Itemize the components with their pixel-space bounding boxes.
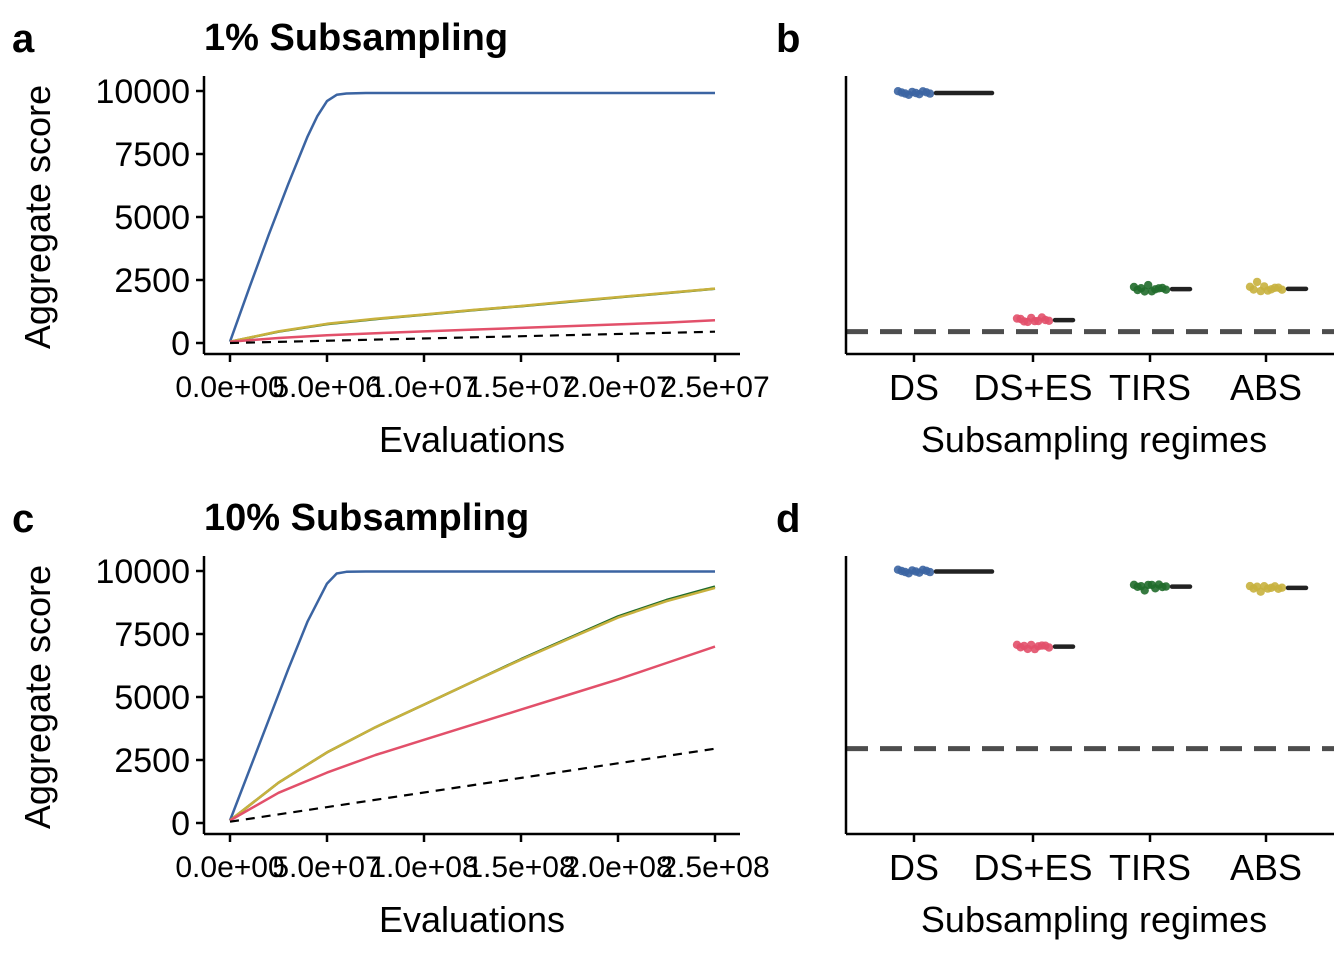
panel-b-point-TIRS xyxy=(1144,280,1153,290)
panel-a-x-tick-label: 2.0e+07 xyxy=(563,371,672,404)
panel-a-x-tick-label: 5.0e+06 xyxy=(272,371,381,404)
panel-a-series-line-2 xyxy=(229,287,716,343)
panel-b-point-DS xyxy=(925,89,935,98)
panel-a-x-tick-label: 1.0e+07 xyxy=(369,371,478,404)
panel-c-y-axis-title: Aggregate score xyxy=(17,565,58,829)
panel-a-y-tick-label: 2500 xyxy=(114,262,190,300)
panel-d-category-label: TIRS xyxy=(1109,847,1191,888)
panel-d-point-DS xyxy=(925,567,935,577)
panel-letter-c: c xyxy=(12,497,34,541)
panel-a-y-tick-label: 5000 xyxy=(114,199,190,237)
panel-a-series-line-4 xyxy=(229,330,716,345)
panel-b-category-label: ABS xyxy=(1230,367,1302,408)
panel-a-x-tick-label: 0.0e+00 xyxy=(175,371,284,404)
panel-letter-d: d xyxy=(776,497,800,541)
panel-a-y-tick-label: 7500 xyxy=(114,136,190,174)
panel-c-title: 10% Subsampling xyxy=(204,497,529,539)
panel-b-point-ABS xyxy=(1277,285,1287,294)
panel-letter-b: b xyxy=(776,17,800,61)
panel-b-point-ABS xyxy=(1252,277,1262,287)
panel-d-point-ABS xyxy=(1277,583,1287,592)
panel-b-point-TIRS xyxy=(1161,285,1171,294)
panel-c-series-line-3 xyxy=(229,645,716,822)
panel-a-y-tick-label: 10000 xyxy=(95,73,190,111)
panel-d-category-label: DS xyxy=(889,847,939,888)
panel-a-series-line-3 xyxy=(229,319,716,343)
panel-c-series-line-0 xyxy=(228,570,715,821)
panel-c-x-tick-label: 5.0e+07 xyxy=(272,851,381,884)
panel-c-y-tick-label: 7500 xyxy=(114,616,190,654)
panel-a-x-tick-label: 2.5e+07 xyxy=(660,371,769,404)
panel-a-x-tick-label: 1.5e+07 xyxy=(466,371,575,404)
panel-b-point-TIRS xyxy=(1140,287,1149,296)
panel-c-x-tick-label: 1.0e+08 xyxy=(369,851,478,884)
panel-d-category-label: ABS xyxy=(1230,847,1302,888)
panel-c-line-chart: c 10% Subsampling Evaluations Aggregate … xyxy=(12,497,770,940)
panel-a-series-line-0 xyxy=(228,91,715,343)
panel-d-point-DS+ES xyxy=(1044,643,1054,652)
panel-a-title: 1% Subsampling xyxy=(204,17,508,59)
panel-c-y-tick-label: 5000 xyxy=(114,679,190,717)
panel-c-x-tick-label: 0.0e+00 xyxy=(175,851,284,884)
panel-d-category-label: DS+ES xyxy=(973,847,1092,888)
panel-d-strip-chart: d Subsampling regimes DS DS+ES TIRS ABS xyxy=(776,497,1334,940)
panel-b-strip-chart: b Subsampling regimes DS DS+ES TIRS ABS xyxy=(776,17,1334,460)
panel-a-series-line-1 xyxy=(229,287,716,343)
panel-c-x-tick-label: 2.5e+08 xyxy=(660,851,769,884)
panel-d-x-axis-title: Subsampling regimes xyxy=(921,899,1267,940)
panel-a-x-axis-title: Evaluations xyxy=(379,419,565,460)
panel-b-point-ABS xyxy=(1249,285,1258,294)
panel-c-y-tick-label: 2500 xyxy=(114,742,190,780)
panel-a-y-axis-title: Aggregate score xyxy=(17,85,58,349)
panel-b-category-label: DS+ES xyxy=(973,367,1092,408)
panel-b-category-label: DS xyxy=(889,367,939,408)
panel-c-x-tick-label: 2.0e+08 xyxy=(563,851,672,884)
panel-a-y-tick-label: 0 xyxy=(171,325,190,363)
panel-b-category-label: TIRS xyxy=(1109,367,1191,408)
panel-c-y-tick-label: 0 xyxy=(171,805,190,843)
panel-b-point-DS+ES xyxy=(1044,316,1054,325)
panel-d-point-TIRS xyxy=(1161,582,1171,591)
panel-b-x-axis-title: Subsampling regimes xyxy=(921,419,1267,460)
panel-a-line-chart: a 1% Subsampling Evaluations Aggregate s… xyxy=(12,17,770,460)
panel-c-series-line-2 xyxy=(229,586,716,822)
panel-c-series-line-4 xyxy=(229,747,716,823)
panel-letter-a: a xyxy=(12,17,35,61)
panel-c-y-tick-label: 10000 xyxy=(95,553,190,591)
panel-c-x-axis-title: Evaluations xyxy=(379,899,565,940)
panel-c-x-tick-label: 1.5e+08 xyxy=(466,851,575,884)
